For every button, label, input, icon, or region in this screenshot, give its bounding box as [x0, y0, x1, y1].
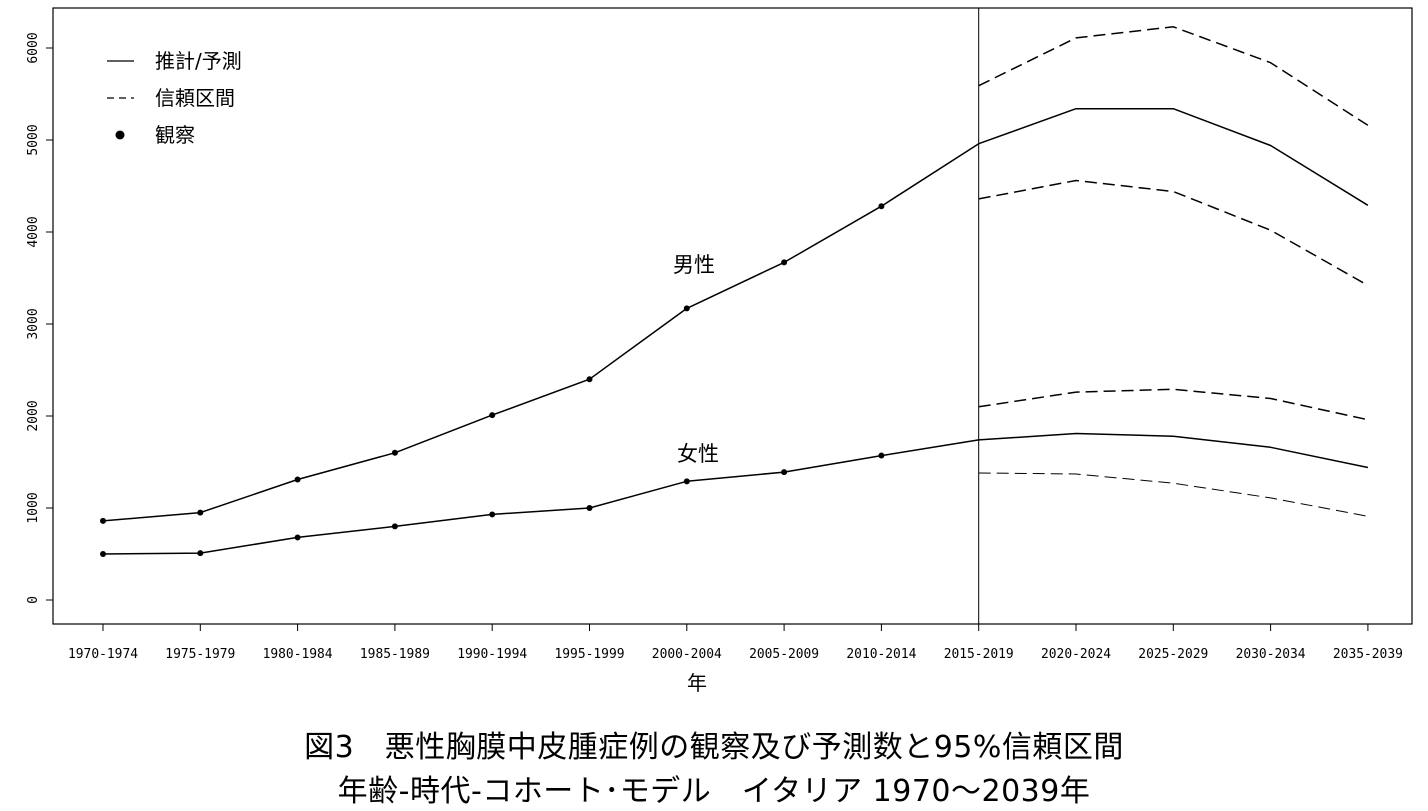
- male-estimate-line: [102, 107, 1369, 522]
- male-observed-point: [683, 305, 690, 312]
- plot-frame: [52, 7, 1413, 625]
- series-lines: [102, 26, 1369, 555]
- male-observed-point: [878, 203, 885, 210]
- x-tick-label: 1995-1999: [555, 646, 625, 662]
- x-tick-label: 2020-2024: [1041, 646, 1111, 662]
- x-tick-label: 1975-1979: [165, 646, 235, 662]
- legend-label: 観察: [155, 123, 195, 147]
- female-estimate-line: [102, 432, 1369, 555]
- figure-caption-line1: 図3 悪性胸膜中皮腫症例の観察及び予測数と95%信頼区間: [304, 730, 1124, 765]
- female-observed-point: [781, 469, 788, 476]
- x-tick-label: 1980-1984: [263, 646, 333, 662]
- x-tick-label: 2015-2019: [944, 646, 1014, 662]
- chart: 0 1000 2000 3000 4000 5000 6000 1970-1974 1975-…: [26, 7, 1413, 695]
- plot-border: [52, 7, 1413, 625]
- x-axis-label: 年: [687, 671, 707, 695]
- x-tick-label: 2005-2009: [749, 646, 819, 662]
- male-observed-point: [586, 376, 593, 383]
- x-tick-label: 2010-2014: [846, 646, 916, 662]
- x-axis: 1970-1974 1975-1979 1980-1984 1985-1989 1990…: [68, 624, 1403, 695]
- female-observed-point: [294, 534, 301, 541]
- male-observed-point: [294, 476, 301, 483]
- male-observed-point: [781, 259, 788, 266]
- x-tick-label: 1970-1974: [68, 646, 138, 662]
- male-observed-point: [100, 517, 106, 524]
- male-ci-lower-line: [978, 179, 1369, 287]
- y-tick-label: 2000: [26, 400, 41, 431]
- figure-caption-line2: 年齢-時代-コホート･モデル イタリア 1970～2039年: [337, 774, 1091, 809]
- female-ci-lower-line: [978, 472, 1368, 517]
- x-tick-label: 2035-2039: [1333, 646, 1403, 662]
- x-tick-label: 2025-2029: [1138, 646, 1208, 662]
- x-tick-label: 2030-2034: [1236, 646, 1306, 662]
- male-ci-upper-line: [978, 26, 1369, 126]
- female-ci-upper-line: [978, 388, 1369, 421]
- legend-point-swatch: [115, 130, 125, 140]
- male-label: 男性: [673, 253, 715, 277]
- y-tick-label: 5000: [26, 124, 41, 155]
- x-tick-label: 2000-2004: [652, 646, 722, 662]
- y-tick-label: 4000: [26, 216, 41, 247]
- female-observed-point: [683, 478, 690, 485]
- series-points: [100, 203, 885, 557]
- male-observed-point: [391, 449, 398, 456]
- female-label: 女性: [677, 442, 719, 466]
- female-observed-point: [391, 523, 398, 530]
- y-axis: 0 1000 2000 3000 4000 5000 6000: [26, 32, 53, 604]
- female-observed-point: [197, 550, 204, 557]
- legend-label: 信頼区間: [155, 86, 235, 110]
- female-observed-point: [878, 452, 885, 459]
- y-tick-label: 0: [26, 596, 41, 604]
- female-observed-point: [586, 505, 593, 511]
- y-tick-label: 3000: [26, 308, 41, 339]
- female-observed-point: [100, 551, 106, 557]
- male-observed-point: [489, 412, 496, 419]
- x-tick-label: 1990-1994: [457, 646, 527, 662]
- legend-label: 推計/予測: [155, 49, 242, 73]
- y-tick-label: 1000: [26, 492, 41, 523]
- y-tick-label: 6000: [26, 32, 41, 63]
- male-observed-point: [197, 509, 204, 516]
- female-observed-point: [489, 511, 496, 518]
- x-tick-label: 1985-1989: [360, 646, 430, 662]
